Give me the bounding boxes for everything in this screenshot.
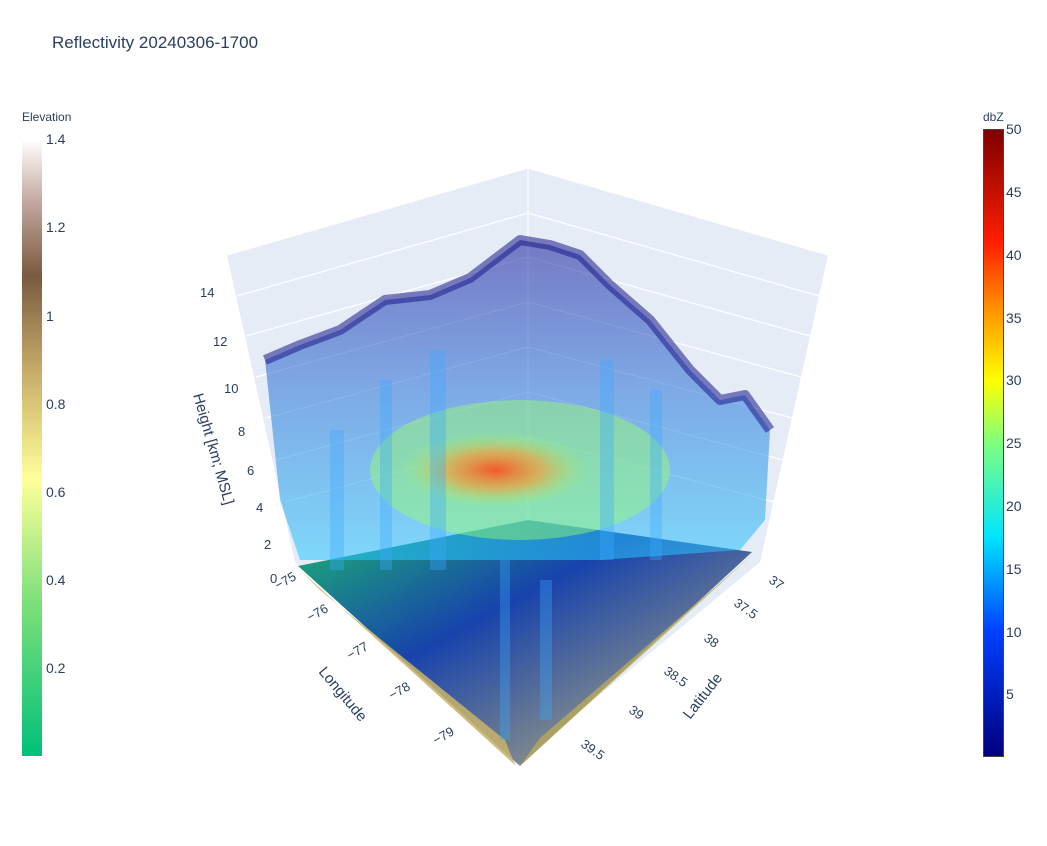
terrain-ridge-edge [300, 570, 515, 765]
dbz-colorbar[interactable] [983, 129, 1004, 757]
y-tick-37-5: 37.5 [731, 595, 760, 622]
z-tick-8: 8 [238, 424, 245, 439]
dbz-tick-25: 25 [1006, 435, 1022, 451]
reflectivity-tops [263, 235, 775, 433]
z-tick-2: 2 [264, 537, 271, 552]
z-tick-10: 10 [224, 381, 238, 396]
dbz-tick-20: 20 [1006, 498, 1022, 514]
dbz-tick-5: 5 [1006, 686, 1014, 702]
z-tick-12: 12 [213, 334, 227, 349]
terrain-surface [298, 520, 752, 766]
elevation-tick-0-4: 0.4 [46, 572, 66, 588]
dbz-tick-35: 35 [1006, 310, 1022, 326]
x-axis-label: Longitude [315, 664, 370, 725]
elevation-tick-0-2: 0.2 [46, 660, 66, 676]
dbz-tick-15: 15 [1006, 561, 1022, 577]
dbz-tick-50: 50 [1006, 121, 1022, 137]
chart-title: Reflectivity 20240306-1700 [52, 33, 259, 52]
reflectivity-columns [330, 350, 662, 740]
elevation-colorbar-title: Elevation [22, 110, 72, 124]
y-tick-38: 38 [701, 630, 721, 651]
z-tick-4: 4 [256, 500, 263, 515]
terrain-ridge-edge-right [520, 555, 752, 766]
reflectivity-core [400, 432, 590, 508]
elevation-tick-1-4: 1.4 [46, 131, 66, 147]
z-tick-0: 0 [270, 571, 277, 586]
z-tick-14: 14 [200, 285, 214, 300]
elevation-tick-0-6: 0.6 [46, 484, 66, 500]
elevation-tick-0-8: 0.8 [46, 396, 66, 412]
dbz-colorbar-title: dbZ [983, 110, 1004, 124]
y-tick-38-5: 38.5 [661, 663, 690, 690]
dbz-tick-30: 30 [1006, 372, 1022, 388]
x-tick-78: −78 [386, 679, 413, 703]
elevation-tick-1: 1 [46, 308, 54, 324]
elevation-tick-1-2: 1.2 [46, 219, 66, 235]
y-tick-37: 37 [766, 572, 786, 593]
y-tick-39: 39 [626, 702, 646, 723]
dbz-tick-45: 45 [1006, 184, 1022, 200]
elevation-colorbar[interactable] [22, 140, 42, 756]
x-tick-76: −76 [304, 601, 331, 625]
y-tick-39-5: 39.5 [578, 736, 607, 763]
x-tick-77: −77 [344, 639, 371, 663]
dbz-tick-40: 40 [1006, 247, 1022, 263]
z-axis-label: Height [km; MSL] [189, 391, 237, 506]
z-tick-6: 6 [247, 463, 254, 478]
x-tick-79: −79 [430, 724, 457, 748]
dbz-tick-10: 10 [1006, 624, 1022, 640]
